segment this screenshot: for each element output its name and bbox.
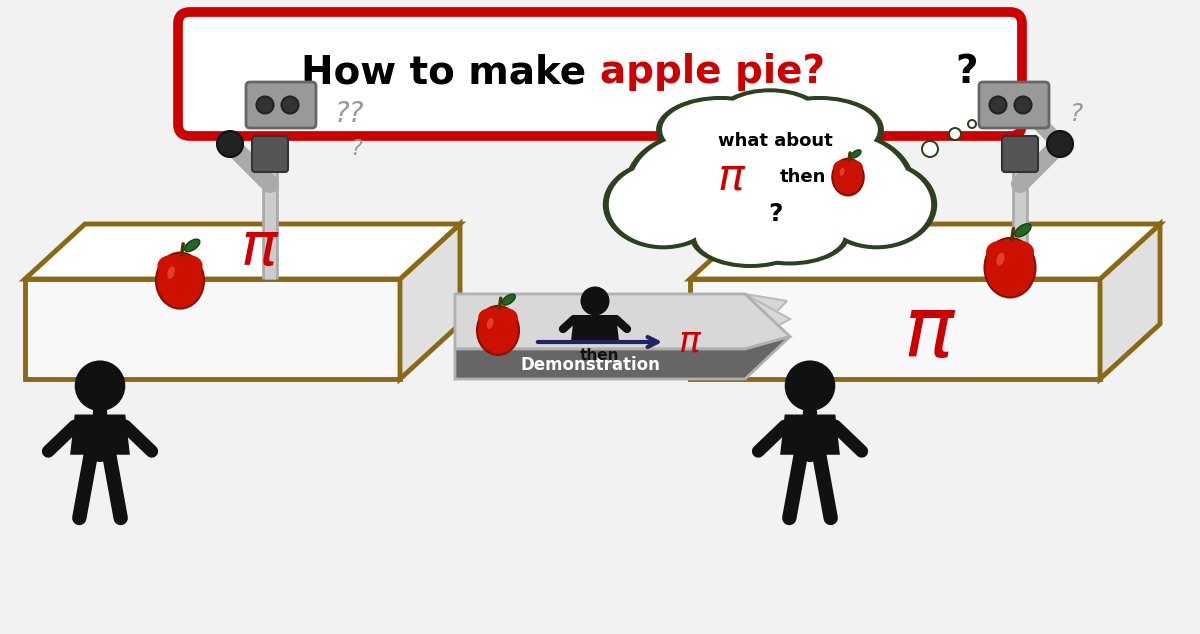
Ellipse shape bbox=[167, 266, 175, 279]
FancyBboxPatch shape bbox=[979, 82, 1049, 128]
Text: then: then bbox=[780, 168, 827, 186]
Polygon shape bbox=[25, 224, 460, 279]
Ellipse shape bbox=[671, 108, 870, 249]
Circle shape bbox=[923, 142, 937, 156]
Ellipse shape bbox=[851, 150, 862, 158]
Polygon shape bbox=[455, 294, 790, 344]
Ellipse shape bbox=[1015, 224, 1031, 237]
Polygon shape bbox=[455, 294, 787, 344]
Text: ?: ? bbox=[1070, 102, 1084, 126]
Text: then: then bbox=[581, 349, 619, 363]
Circle shape bbox=[990, 96, 1007, 113]
Circle shape bbox=[217, 131, 242, 157]
Polygon shape bbox=[455, 294, 790, 349]
Ellipse shape bbox=[755, 96, 884, 164]
Ellipse shape bbox=[631, 135, 766, 237]
Ellipse shape bbox=[774, 135, 910, 237]
Polygon shape bbox=[400, 224, 460, 379]
Circle shape bbox=[1046, 131, 1073, 157]
Text: what about: what about bbox=[718, 132, 833, 150]
Text: $\pi$: $\pi$ bbox=[718, 155, 746, 198]
Ellipse shape bbox=[833, 160, 851, 174]
Text: apple pie?: apple pie? bbox=[600, 53, 826, 91]
Polygon shape bbox=[455, 337, 790, 379]
Ellipse shape bbox=[175, 255, 203, 276]
Polygon shape bbox=[690, 224, 1160, 279]
Ellipse shape bbox=[696, 210, 805, 264]
Ellipse shape bbox=[816, 160, 937, 249]
Circle shape bbox=[282, 96, 299, 113]
Circle shape bbox=[1014, 96, 1032, 113]
Polygon shape bbox=[25, 279, 400, 379]
Circle shape bbox=[970, 121, 976, 127]
Polygon shape bbox=[780, 415, 840, 455]
Ellipse shape bbox=[608, 164, 718, 245]
Ellipse shape bbox=[986, 241, 1015, 262]
Ellipse shape bbox=[487, 318, 493, 329]
Ellipse shape bbox=[656, 96, 785, 164]
Text: $\pi$: $\pi$ bbox=[678, 325, 702, 359]
Circle shape bbox=[948, 127, 962, 141]
Ellipse shape bbox=[602, 160, 724, 249]
Ellipse shape bbox=[734, 207, 844, 261]
Text: $\pi$: $\pi$ bbox=[240, 219, 280, 278]
Circle shape bbox=[922, 140, 940, 158]
Ellipse shape bbox=[662, 100, 779, 159]
Polygon shape bbox=[70, 415, 130, 455]
Ellipse shape bbox=[996, 252, 1004, 266]
Ellipse shape bbox=[720, 93, 820, 143]
Circle shape bbox=[74, 361, 125, 411]
Polygon shape bbox=[690, 279, 1100, 379]
Text: ?: ? bbox=[350, 139, 361, 159]
Ellipse shape bbox=[768, 131, 916, 241]
Ellipse shape bbox=[845, 160, 863, 174]
Polygon shape bbox=[571, 315, 619, 341]
FancyBboxPatch shape bbox=[1002, 136, 1038, 172]
Ellipse shape bbox=[728, 203, 850, 266]
Text: ?: ? bbox=[768, 202, 782, 226]
Ellipse shape bbox=[185, 239, 200, 252]
Text: $\pi$: $\pi$ bbox=[904, 294, 956, 375]
FancyBboxPatch shape bbox=[252, 136, 288, 172]
Ellipse shape bbox=[156, 252, 204, 309]
Ellipse shape bbox=[822, 164, 931, 245]
Ellipse shape bbox=[494, 308, 517, 327]
FancyBboxPatch shape bbox=[178, 12, 1022, 136]
Circle shape bbox=[257, 96, 274, 113]
Ellipse shape bbox=[761, 100, 878, 159]
Text: ?: ? bbox=[955, 53, 978, 91]
Polygon shape bbox=[1100, 224, 1160, 379]
Circle shape bbox=[785, 361, 835, 411]
Ellipse shape bbox=[502, 294, 515, 305]
Text: ??: ?? bbox=[335, 100, 365, 128]
Ellipse shape bbox=[157, 255, 185, 276]
Text: How to make: How to make bbox=[301, 53, 600, 91]
Ellipse shape bbox=[840, 168, 845, 176]
FancyBboxPatch shape bbox=[246, 82, 316, 128]
Ellipse shape bbox=[478, 306, 520, 355]
Ellipse shape bbox=[833, 158, 864, 195]
Ellipse shape bbox=[1006, 241, 1034, 262]
Circle shape bbox=[967, 119, 977, 129]
Text: Demonstration: Demonstration bbox=[520, 356, 660, 374]
Ellipse shape bbox=[715, 88, 826, 147]
Circle shape bbox=[581, 287, 610, 316]
Ellipse shape bbox=[479, 308, 502, 327]
Circle shape bbox=[950, 129, 960, 139]
Ellipse shape bbox=[984, 238, 1036, 297]
Ellipse shape bbox=[677, 113, 864, 245]
Ellipse shape bbox=[625, 131, 772, 241]
Ellipse shape bbox=[690, 205, 811, 268]
